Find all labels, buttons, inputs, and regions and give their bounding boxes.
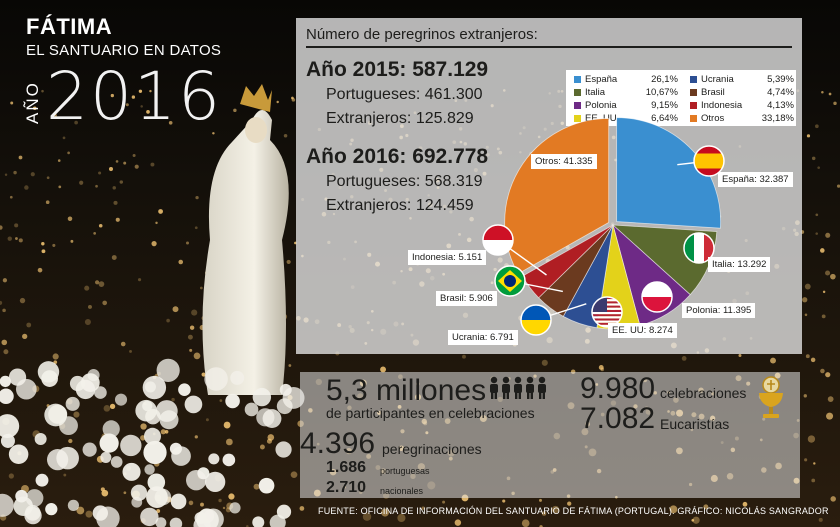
legend-swatch [690,75,697,83]
chalice-icon [759,376,783,418]
year-2015-portugueses: Portugueses: 461.300 [326,86,483,103]
people-group-icon [490,376,546,399]
legend-item: Otros 33,18% [690,113,794,124]
year-word-vertical: AÑO [23,81,42,124]
legend-label: Otros [701,113,725,124]
participants-number: 5,3 millones [326,374,487,407]
callout-ee-uu: EE. UU: 8.274 [608,323,677,338]
legend-swatch [574,114,581,122]
year-2016-total: Año 2016: 692.778 [306,145,489,168]
eucharist-text: Eucaristías [660,416,730,432]
participants-text: de participantes en celebraciones [326,405,535,421]
legend-label: Ucrania [701,74,734,85]
legend-percent: 4,74% [767,87,794,98]
callout-indonesia: Indonesia: 5.151 [408,250,487,265]
page-title: FÁTIMA [26,14,113,39]
national-pilgrimages-text: nacionales [380,486,424,496]
year-2015-extranjeros: Extranjeros: 125.829 [326,110,474,127]
legend-percent: 10,67% [645,87,678,98]
legend-item: Polonia 9,15% [574,100,678,111]
page-subtitle: EL SANTUARIO EN DATOS [26,42,222,59]
statue-figure [202,84,289,395]
legend-item: Italia 10,67% [574,87,678,98]
flag-ua-icon [520,304,552,336]
flag-pl-icon [641,281,673,313]
legend-swatch [574,101,581,109]
flag-es-icon [693,145,725,177]
source-credit: FUENTE: OFICINA DE INFORMACIÓN DEL SANTU… [318,506,829,516]
flag-br-icon [494,265,526,297]
legend-percent: 5,39% [767,74,794,85]
year-2015-total: Año 2015: 587.129 [306,58,489,81]
legend-swatch [690,101,697,109]
legend-label: Indonesia [701,100,743,111]
portuguese-pilgrimages-number: 1.686 [326,459,367,476]
callout-polonia: Polonia: 11.395 [682,303,756,318]
callout-ucrania: Ucrania: 6.791 [448,330,518,345]
callout-italia: Italia: 13.292 [708,257,771,272]
legend-swatch [690,114,697,122]
year-number: 2016 [46,58,222,135]
legend-percent: 9,15% [651,100,678,111]
legend-swatch [690,88,697,96]
callout-otros: Otros: 41.335 [531,154,597,169]
legend-label: Brasil [701,87,725,98]
legend-label: Italia [585,87,606,98]
celebrations-panel [300,372,800,498]
pie-slice-espa-a [616,117,722,229]
chart-title: Número de peregrinos extranjeros: [306,26,538,43]
heading-divider [306,46,792,48]
chart-legend: España 26,1% Ucrania 5,39% Italia 10,67% Brasi… [566,70,796,126]
legend-label: Polonia [585,100,617,111]
legend-percent: 26,1% [651,74,678,85]
legend-swatch [574,88,581,96]
celebrations-number: 9.980 [580,372,656,405]
svg-text:AÑO: AÑO [23,81,42,124]
pilgrimages-text: peregrinaciones [382,441,482,457]
legend-item: Brasil 4,74% [690,87,794,98]
legend-item: Ucrania 5,39% [690,74,794,85]
eucharist-number: 7.082 [580,402,656,435]
national-pilgrimages-number: 2.710 [326,479,367,496]
callout-brasil: Brasil: 5.906 [436,291,497,306]
legend-swatch [574,75,581,83]
pilgrimages-number: 4.396 [300,427,376,460]
legend-percent: 6,64% [651,113,678,124]
legend-percent: 33,18% [761,113,794,124]
flag-id-icon [482,224,514,256]
legend-item: España 26,1% [574,74,678,85]
year-2016-portugueses: Portugueses: 568.319 [326,173,483,190]
celebrations-text: celebraciones [660,385,747,401]
portuguese-pilgrimages-text: portuguesas [380,466,430,476]
legend-label: España [585,74,618,85]
legend-percent: 4,13% [767,100,794,111]
callout-espa-a: España: 32.387 [718,172,793,187]
flag-it-icon [683,232,715,264]
legend-item: Indonesia 4,13% [690,100,794,111]
year-2016-extranjeros: Extranjeros: 124.459 [326,197,474,214]
